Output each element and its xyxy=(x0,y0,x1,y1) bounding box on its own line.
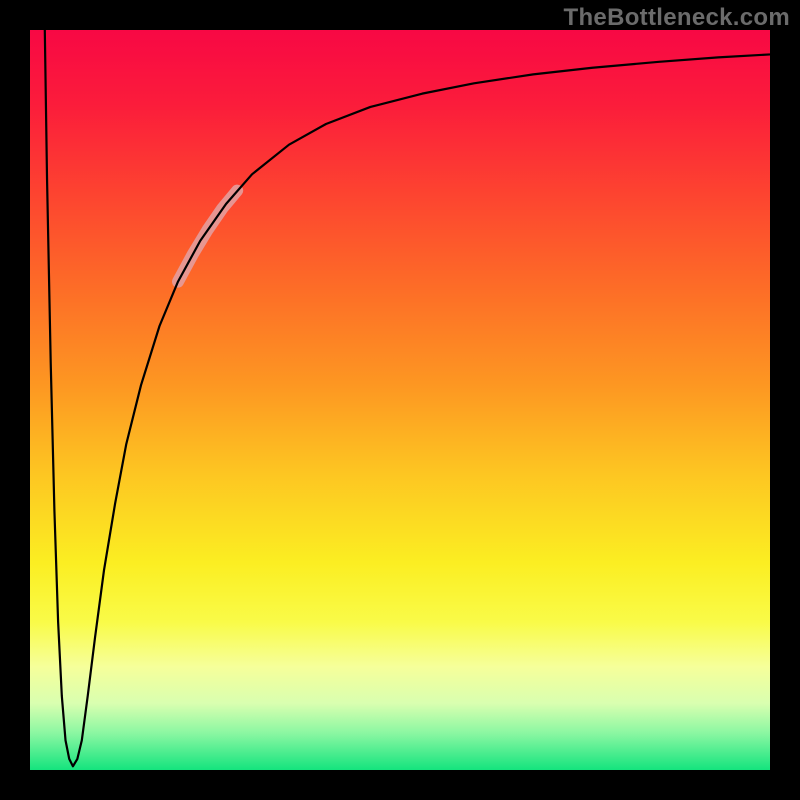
plot-area xyxy=(30,30,770,770)
chart-container: TheBottleneck.com xyxy=(0,0,800,800)
gradient-background xyxy=(30,30,770,770)
chart-svg xyxy=(30,30,770,770)
watermark-text: TheBottleneck.com xyxy=(564,4,790,32)
